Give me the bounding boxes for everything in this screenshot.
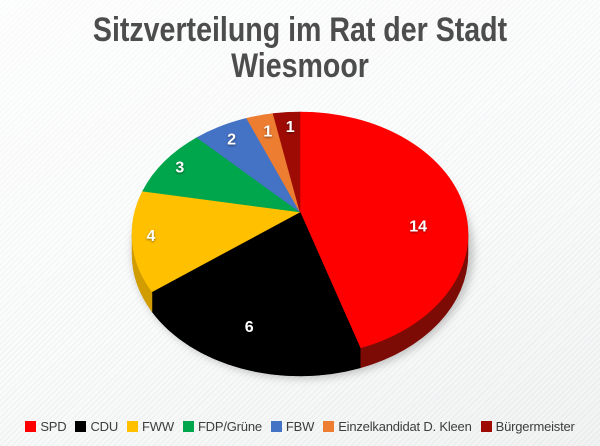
legend-item-spd: SPD [25, 419, 67, 434]
legend-label-cdu: CDU [90, 419, 119, 434]
legend-swatch-b-rgermeister [480, 421, 492, 432]
pie-slice-b-rgermeister [272, 111, 301, 213]
legend-item-einzelkandidat-d-kleen: Einzelkandidat D. Kleen [323, 419, 472, 434]
legend-label-fww: FWW [142, 419, 174, 434]
legend-swatch-fww [127, 421, 139, 432]
legend-swatch-cdu [75, 421, 87, 432]
pie-label-spd: 14 [409, 219, 427, 236]
legend-swatch-fbw [270, 421, 282, 432]
legend-item-b-rgermeister: Bürgermeister [480, 419, 575, 434]
pie-slice-cdu [151, 211, 361, 357]
legend-label-einzelkandidat-d-kleen: Einzelkandidat D. Kleen [338, 419, 472, 434]
pie-label-fdp-gr-ne: 3 [175, 160, 184, 177]
legend-item-fww: FWW [127, 419, 174, 434]
pie-label-fww: 4 [146, 228, 155, 245]
legend-label-fbw: FBW [285, 419, 315, 434]
legend-swatch-einzelkandidat-d-kleen [323, 421, 335, 432]
pie-label-einzelkandidat-d-kleen: 1 [263, 124, 272, 141]
chart-title: Sitzverteilung im Rat der Stadt Wiesmoor [48, 12, 552, 84]
legend-item-fbw: FBW [270, 419, 315, 434]
legend-item-cdu: CDU [75, 419, 118, 434]
chart-title-line2: Wiesmoor [231, 47, 369, 85]
legend-swatch-spd [25, 421, 37, 432]
pie-label-b-rgermeister: 1 [286, 119, 295, 136]
pie-label-fbw: 2 [227, 131, 236, 148]
pie-slice-spd [299, 111, 469, 349]
pie-slice-fww [131, 190, 301, 293]
legend-label-fdp-gr-ne: FDP/Grüne [197, 419, 262, 434]
legend-item-fdp-gr-ne: FDP/Grüne [182, 419, 262, 434]
legend-label-b-rgermeister: Bürgermeister [495, 419, 575, 434]
legend-swatch-fdp-gr-ne [182, 421, 194, 432]
legend-label-spd: SPD [40, 419, 67, 434]
pie-label-cdu: 6 [245, 319, 254, 336]
pie-slice-fdp-gr-ne [142, 137, 301, 213]
chart-legend: SPD CDU FWW FDP/Grüne FBW Einzelkandidat D. K… [0, 419, 600, 434]
chart-title-line1: Sitzverteilung im Rat der Stadt [92, 11, 508, 49]
